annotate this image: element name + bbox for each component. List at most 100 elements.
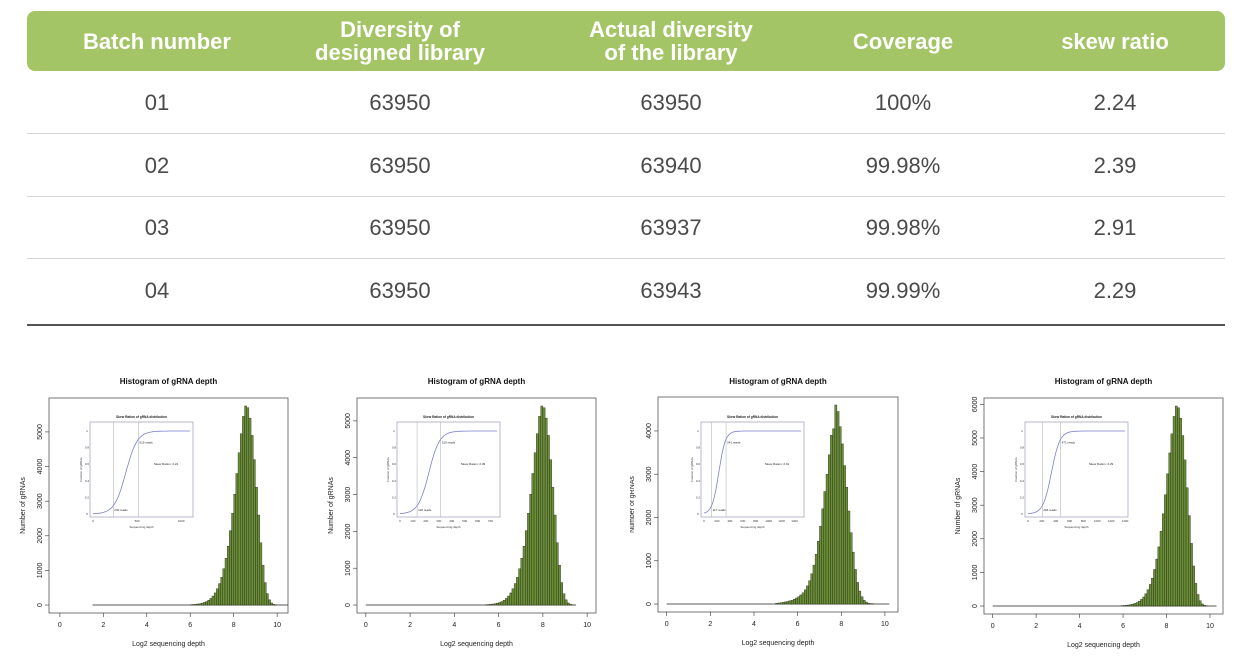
x-tick-label: 4 [145, 622, 149, 629]
y-tick-label: 2000 [37, 528, 44, 544]
y-tick-label: 2000 [972, 531, 979, 547]
y-tick-label: 3000 [37, 493, 44, 509]
histogram-bar [237, 452, 241, 606]
histogram-bar [1157, 546, 1161, 607]
table-row: 04 63950 63943 99.99% 2.29 [27, 260, 1225, 322]
inset-x-axis-label: Sequencing depth [436, 525, 461, 529]
histogram-bar [1153, 569, 1156, 607]
inset-y-tick-label: 0 [393, 512, 395, 516]
histogram-bar [253, 459, 256, 606]
x-tick-label: 4 [452, 622, 456, 629]
y-tick-label: 1000 [37, 563, 44, 579]
inset-cumulative-curve [703, 430, 801, 514]
histogram-bar [540, 405, 544, 606]
histogram-bar [865, 601, 868, 605]
y-tick-label: 0 [646, 602, 653, 606]
histogram-bar [555, 542, 559, 606]
histogram-bar [817, 541, 820, 605]
inset-skew-ratio-label: Skew Ration: 2.29 [1089, 462, 1114, 466]
plot-frame [356, 397, 597, 614]
histogram-bar [244, 405, 247, 606]
histogram-bar [849, 532, 853, 605]
histogram-bar [1125, 605, 1128, 607]
histogram-bar [538, 416, 541, 606]
histogram-bar [1159, 531, 1163, 607]
plot-frame [657, 396, 899, 613]
inset-title: Skew Ration of gRNA distribution [423, 415, 474, 419]
y-tick-label: 3000 [646, 466, 653, 482]
histogram-bar [266, 593, 269, 606]
histogram-bar [505, 598, 508, 606]
histogram-bar [491, 603, 495, 606]
histogram-bar [852, 551, 855, 605]
histogram-bar [198, 603, 202, 606]
histogram-bar [233, 494, 237, 606]
histogram-bar [1172, 416, 1176, 607]
cell-batch-number: 03 [144, 215, 170, 240]
histogram-bar [500, 601, 504, 606]
histogram-bar [229, 530, 232, 606]
inset-title: Skew Ration of gRNA distribution [727, 415, 778, 419]
inset-high-reads-label: 315 reads [442, 440, 456, 444]
column-header-designed-diversity: Diversity of designed library [315, 17, 485, 65]
inset-y-tick-label: 0.6 [392, 462, 397, 466]
histogram-bar [246, 407, 250, 606]
inset-y-tick-label: 0 [697, 512, 699, 516]
histogram-bar [272, 604, 276, 606]
histogram-bar [203, 602, 206, 606]
histogram-bar [830, 435, 833, 605]
row-divider [27, 195, 1225, 197]
histogram-bar [562, 593, 566, 606]
histogram-bar [564, 599, 568, 606]
histogram-bar [1129, 604, 1132, 607]
histogram-bar [518, 568, 521, 606]
histogram-bar [1192, 565, 1195, 607]
column-header-batch-number: Batch number [83, 28, 231, 54]
x-tick-label: 0 [58, 622, 62, 629]
cell-coverage: 100% [874, 90, 932, 115]
x-tick-label: 8 [232, 622, 236, 629]
histogram-bar [797, 596, 800, 605]
histogram-bar [248, 417, 252, 606]
inset-skew-chart: Skew Ration of gRNA distribution 0 500 1000… [79, 415, 194, 529]
histogram-bar [1203, 605, 1206, 607]
inset-y-tick-label: 0.4 [1020, 479, 1025, 483]
chart-title: Histogram of gRNA depth [120, 377, 218, 386]
x-tick-label: 8 [1165, 623, 1169, 630]
histogram-bar [1142, 596, 1145, 607]
column-header-actual-diversity: Actual diversity of the library [589, 17, 753, 65]
row-divider [27, 133, 1225, 134]
histogram-bar [832, 428, 835, 605]
x-axis-label: Log2 sequencing depth [1067, 642, 1140, 649]
histogram-bar [268, 599, 271, 606]
inset-y-tick-label: 0.8 [1020, 446, 1025, 450]
histogram-bar [860, 596, 864, 605]
cell-actual-diversity: 63937 [640, 215, 702, 240]
y-tick-label: 2000 [646, 510, 653, 526]
x-tick-label: 2 [1034, 623, 1038, 630]
inset-cumulative-curve [93, 430, 190, 515]
inset-low-reads-label: 230 reads [114, 508, 128, 512]
inset-x-tick-label: 0 [399, 519, 401, 523]
histogram-bar [240, 433, 243, 606]
histogram-bar [793, 599, 796, 605]
histogram-bar [814, 554, 818, 605]
y-tick-label: 5000 [37, 424, 44, 440]
y-tick-label: 1000 [646, 553, 653, 569]
x-axis-label: Log2 sequencing depth [440, 641, 513, 648]
x-tick-label: 10 [881, 621, 889, 628]
inset-skew-chart: Skew Ration of gRNA distribution 0 100 200 3… [386, 415, 501, 529]
inset-x-tick-label: 1200 [1108, 519, 1115, 523]
histogram-bar [1198, 600, 1202, 607]
inset-skew-ratio-label: Skew Ration: 2.39 [461, 462, 486, 466]
inset-x-tick-label: 600 [1067, 519, 1072, 523]
histogram-bar [531, 473, 535, 606]
cell-coverage: 99.98% [865, 152, 941, 178]
histogram-bar [220, 577, 223, 606]
histogram-bar [1131, 603, 1135, 607]
histogram-bar [525, 530, 528, 606]
histogram-bar [536, 433, 539, 606]
histogram-bar [838, 426, 842, 605]
cell-coverage: 99.99% [865, 277, 941, 303]
histogram-bar [222, 568, 226, 606]
